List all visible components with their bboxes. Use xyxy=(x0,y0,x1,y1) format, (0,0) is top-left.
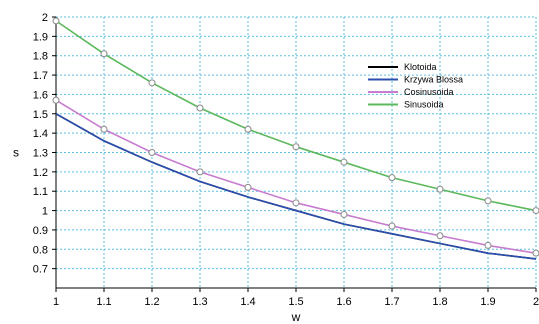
y-tick-label: 1.5 xyxy=(33,109,48,121)
legend-label: Sinusoida xyxy=(404,100,444,110)
y-axis-label: s xyxy=(13,146,19,160)
x-axis-label: w xyxy=(291,310,301,324)
y-tick-label: 1.7 xyxy=(33,70,48,82)
y-tick-label: 1.4 xyxy=(33,128,48,140)
y-tick-label: 1 xyxy=(42,206,48,218)
data-point xyxy=(341,159,347,165)
legend-label: Klotoida xyxy=(404,62,437,72)
data-point xyxy=(437,233,443,239)
x-tick-label: 1.8 xyxy=(432,296,447,308)
x-tick-label: 1.6 xyxy=(336,296,351,308)
y-tick-label: 2 xyxy=(42,12,48,24)
legend-label: Krzywa Blossa xyxy=(404,75,463,85)
x-tick-label: 1.7 xyxy=(384,296,399,308)
data-point xyxy=(293,200,299,206)
y-tick-labels: 0.7 0.8 0.9 1 1.1 1.2 1.3 1.4 1.5 1.6 1.7 1.8 1.9 2 xyxy=(33,12,48,276)
y-tick-label: 0.8 xyxy=(33,244,48,256)
legend-label: Cosinusoida xyxy=(404,87,454,97)
y-tick-label: 1.2 xyxy=(33,167,48,179)
x-tick-label: 1.2 xyxy=(144,296,159,308)
data-point xyxy=(437,186,443,192)
data-point xyxy=(197,169,203,175)
data-point xyxy=(533,208,539,214)
data-point xyxy=(101,126,107,132)
x-tick-label: 1 xyxy=(53,296,59,308)
data-point xyxy=(389,223,395,229)
data-point xyxy=(53,18,59,24)
y-tick-label: 1.1 xyxy=(33,186,48,198)
y-tick-label: 1.6 xyxy=(33,89,48,101)
data-point xyxy=(101,51,107,57)
data-point xyxy=(389,175,395,181)
x-tick-label: 1.5 xyxy=(288,296,303,308)
y-tick-label: 0.7 xyxy=(33,264,48,276)
data-point xyxy=(197,105,203,111)
data-point xyxy=(533,250,539,256)
y-tick-label: 1.3 xyxy=(33,148,48,160)
grid xyxy=(56,17,536,288)
x-tick-label: 1.4 xyxy=(240,296,255,308)
y-tick-label: 1.9 xyxy=(33,31,48,43)
x-tick-label: 1.1 xyxy=(96,296,111,308)
data-point xyxy=(341,211,347,217)
x-tick-labels: 1 1.1 1.2 1.3 1.4 1.5 1.6 1.7 1.8 1.9 2 xyxy=(53,296,539,308)
x-tick-label: 2 xyxy=(533,296,539,308)
data-point xyxy=(149,80,155,86)
y-tick-label: 1.8 xyxy=(33,51,48,63)
x-tick-label: 1.9 xyxy=(480,296,495,308)
x-tick-label: 1.3 xyxy=(192,296,207,308)
data-point xyxy=(149,150,155,156)
data-point xyxy=(485,198,491,204)
data-point xyxy=(293,144,299,150)
data-point xyxy=(245,126,251,132)
data-point xyxy=(53,97,59,103)
data-point xyxy=(245,184,251,190)
y-tick-label: 0.9 xyxy=(33,225,48,237)
data-point xyxy=(485,242,491,248)
